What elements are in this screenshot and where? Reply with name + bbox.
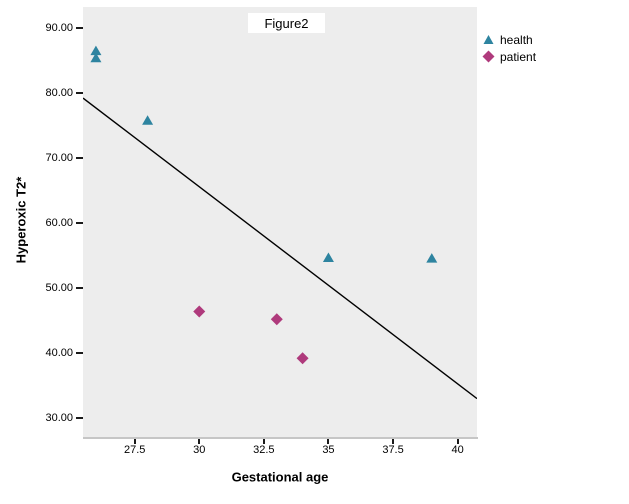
legend: health patient: [481, 31, 536, 65]
y-tick-mark: [76, 287, 83, 290]
scatter-point-health: [426, 253, 438, 263]
legend-label: patient: [500, 49, 537, 64]
y-tick-mark: [76, 221, 83, 224]
scatter-point-health: [142, 115, 154, 125]
y-tick-label: 90.00: [45, 21, 73, 34]
figure-title: Figure2: [264, 15, 309, 31]
x-tick-mark: [133, 439, 136, 444]
diamond-icon: [482, 50, 495, 63]
plot-canvas: [83, 45, 477, 400]
x-tick-label: 40: [451, 444, 464, 456]
y-tick-label: 30.00: [45, 412, 73, 425]
scatter-point-health: [90, 52, 102, 63]
x-tick-label: 30: [193, 444, 206, 456]
y-tick-mark: [76, 352, 83, 355]
legend-label: health: [500, 32, 533, 47]
x-tick-mark: [198, 439, 201, 444]
x-tick-label: 37.5: [382, 444, 404, 456]
scatter-point-patient: [193, 305, 206, 318]
y-tick-mark: [76, 91, 83, 94]
scatter-point-health: [90, 45, 102, 56]
x-axis-line: [83, 437, 478, 439]
scatter-point-health: [322, 252, 334, 262]
x-tick-mark: [392, 439, 395, 444]
x-tick-mark: [456, 439, 459, 444]
regression-line: [83, 97, 477, 400]
y-tick-mark: [76, 26, 83, 29]
y-tick-mark: [76, 156, 83, 159]
scatter-point-patient: [296, 352, 309, 365]
figure-title-box: Figure2: [248, 13, 325, 33]
x-tick-label: 32.5: [253, 444, 275, 456]
x-tick-label: 35: [322, 444, 335, 456]
y-tick-label: 60.00: [45, 216, 73, 229]
x-axis-title: Gestational age: [231, 469, 329, 485]
y-tick-label: 50.00: [45, 282, 73, 295]
y-tick-label: 70.00: [45, 151, 73, 164]
x-tick-mark: [262, 439, 265, 444]
legend-item-health: health: [481, 31, 536, 48]
x-tick-label: 27.5: [123, 444, 146, 456]
plot-area: Figure2: [83, 7, 477, 437]
y-tick-label: 40.00: [45, 347, 73, 360]
triangle-icon: [483, 35, 494, 44]
y-tick-label: 80.00: [45, 86, 73, 99]
y-tick-mark: [76, 417, 83, 420]
scatter-point-patient: [270, 313, 283, 326]
legend-item-patient: patient: [481, 48, 536, 65]
x-tick-mark: [327, 439, 330, 444]
